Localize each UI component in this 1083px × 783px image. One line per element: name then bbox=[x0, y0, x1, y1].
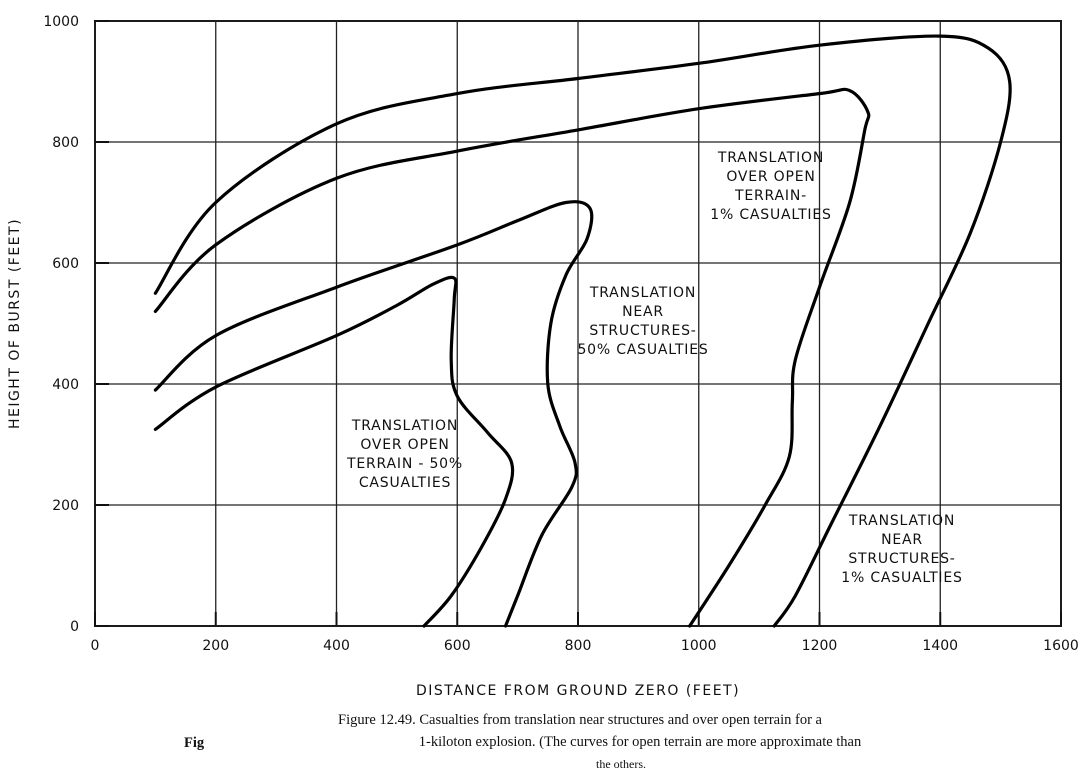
annotation: TERRAIN - 50% bbox=[346, 456, 463, 472]
y-tick-label: 200 bbox=[52, 498, 79, 514]
annotation: NEAR bbox=[622, 304, 664, 320]
x-tick-label: 1000 bbox=[681, 638, 717, 654]
curve bbox=[153, 200, 594, 628]
y-tick-label: 0 bbox=[70, 619, 79, 635]
y-tick-label: 1000 bbox=[43, 14, 79, 30]
y-tick-label: 800 bbox=[52, 135, 79, 151]
caption: Figure 12.49. Casualties from translatio… bbox=[338, 712, 823, 728]
annotation: STRUCTURES- bbox=[589, 323, 696, 339]
caption: the others. bbox=[596, 757, 646, 771]
x-axis-label: DISTANCE FROM GROUND ZERO (FEET) bbox=[416, 683, 740, 699]
annotation: TRANSLATION bbox=[589, 285, 696, 301]
x-tick-label: 1600 bbox=[1043, 638, 1079, 654]
x-tick-label: 200 bbox=[202, 638, 229, 654]
x-tick-label: 400 bbox=[323, 638, 350, 654]
x-tick-label: 800 bbox=[565, 638, 592, 654]
annotation: TRANSLATION bbox=[848, 513, 955, 529]
annotation: TRANSLATION bbox=[717, 150, 824, 166]
annotation: 1% CASUALTIES bbox=[710, 207, 831, 223]
annotation: OVER OPEN bbox=[360, 437, 449, 453]
y-axis-label: HEIGHT OF BURST (FEET) bbox=[7, 218, 23, 429]
annotation: NEAR bbox=[881, 532, 923, 548]
annotation: OVER OPEN bbox=[726, 169, 815, 185]
annotation: CASUALTIES bbox=[359, 475, 451, 491]
y-tick-label: 400 bbox=[52, 377, 79, 393]
y-tick-label: 600 bbox=[52, 256, 79, 272]
curve bbox=[153, 34, 1012, 628]
x-tick-label: 0 bbox=[91, 638, 100, 654]
annotation: 1% CASUALTIES bbox=[841, 570, 962, 586]
curve bbox=[153, 87, 871, 628]
curve bbox=[153, 275, 515, 628]
annotation: TERRAIN- bbox=[734, 188, 807, 204]
x-tick-label: 1400 bbox=[922, 638, 958, 654]
caption: 1-kiloton explosion. (The curves for ope… bbox=[419, 734, 862, 750]
annotation: 50% CASUALTIES bbox=[577, 342, 708, 358]
annotation: TRANSLATION bbox=[351, 418, 458, 434]
caption-fragment: Fig bbox=[184, 735, 205, 751]
x-tick-label: 600 bbox=[444, 638, 471, 654]
annotation: STRUCTURES- bbox=[848, 551, 955, 567]
x-tick-label: 1200 bbox=[802, 638, 838, 654]
